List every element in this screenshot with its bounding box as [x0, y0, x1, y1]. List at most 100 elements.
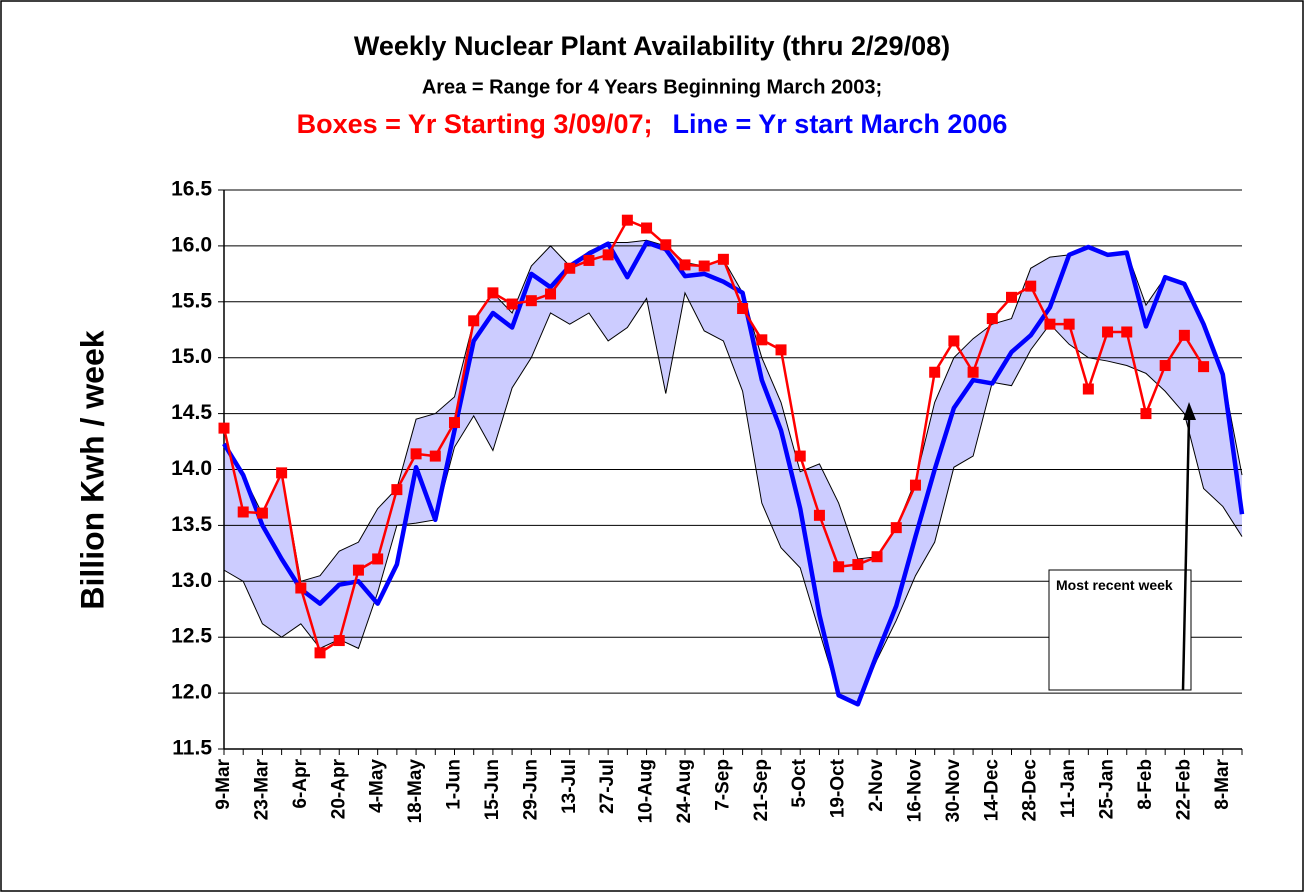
marker — [1140, 408, 1152, 420]
marker — [1082, 383, 1094, 395]
marker — [583, 254, 595, 266]
x-tick-label: 20-Apr — [328, 758, 349, 819]
marker — [468, 315, 480, 327]
marker — [967, 366, 979, 378]
x-tick-label: 24-Aug — [674, 759, 695, 823]
marker — [1063, 318, 1075, 330]
marker — [1102, 326, 1114, 338]
x-tick-label: 8-Mar — [1212, 758, 1233, 809]
marker — [256, 507, 268, 519]
x-tick-label: 9-Mar — [213, 758, 234, 809]
x-tick-label: 29-Jun — [520, 759, 541, 820]
marker — [545, 288, 557, 300]
x-tick-label: 2-Nov — [866, 759, 887, 812]
marker — [852, 559, 864, 571]
x-tick-label: 15-Jun — [482, 759, 503, 820]
x-tick-label: 18-May — [405, 759, 426, 824]
x-tick-label: 25-Jan — [1097, 759, 1118, 819]
marker — [487, 287, 499, 299]
annotation-holder: Most recent week — [1056, 577, 1173, 593]
marker — [1198, 361, 1210, 373]
range-area — [224, 240, 1242, 705]
x-tick-label: 8-Feb — [1135, 759, 1156, 810]
x-tick-label: 30-Nov — [943, 759, 964, 823]
chart-title: Weekly Nuclear Plant Availability (thru … — [354, 31, 950, 61]
x-tick-label: 22-Feb — [1173, 759, 1194, 820]
x-tick-label: 7-Sep — [712, 759, 733, 811]
marker — [871, 551, 883, 563]
marker — [813, 509, 825, 521]
plot-area: 11.5 12.0 12.5 13.0 13.5 14.0 14.5 15.0 15.5 16.0… — [171, 178, 1245, 824]
y-tick-label: 12.5 — [171, 625, 212, 648]
marker — [237, 506, 249, 518]
marker — [660, 239, 672, 251]
marker — [948, 335, 960, 347]
marker — [218, 422, 230, 434]
marker — [986, 313, 998, 325]
annotation-arrow — [1181, 417, 1191, 691]
chart-subtitle: Area = Range for 4 Years Beginning March… — [422, 76, 882, 98]
x-tick-label: 5-Oct — [789, 758, 810, 807]
marker — [333, 635, 345, 647]
marker — [525, 295, 537, 307]
series-line — [222, 218, 1205, 655]
marker — [564, 262, 576, 274]
annotation: Most recent week — [1056, 577, 1173, 593]
marker — [372, 553, 384, 565]
marker — [410, 448, 422, 460]
marker — [1025, 280, 1037, 292]
marker — [890, 522, 902, 534]
y-tick-label: 11.5 — [172, 737, 212, 760]
marker — [448, 417, 460, 429]
y-tick-label: 16.5 — [171, 178, 212, 201]
marker — [1178, 329, 1190, 341]
y-tick-label: 14.5 — [171, 401, 212, 424]
y-tick-label: 16.0 — [171, 233, 212, 256]
x-tick-label: 19-Oct — [828, 758, 849, 818]
marker — [295, 582, 307, 594]
marker — [737, 303, 749, 315]
marker — [775, 344, 787, 356]
marker — [717, 253, 729, 265]
x-tick-label: 1-Jun — [444, 759, 465, 810]
marker — [506, 298, 518, 310]
range-low — [223, 291, 1243, 705]
marker — [276, 467, 288, 479]
marker — [1006, 291, 1018, 303]
y-tick-label: 13.0 — [171, 569, 212, 592]
x-tick-label: 16-Nov — [904, 759, 925, 823]
y-axis-label: Billion Kwh / week — [74, 330, 110, 609]
marker — [833, 561, 845, 573]
x-tick-label: 28-Dec — [1020, 759, 1041, 822]
marker — [1044, 318, 1056, 330]
marker — [641, 222, 653, 234]
annotation-box — [1048, 569, 1192, 691]
marker — [352, 564, 364, 576]
marker — [602, 249, 614, 261]
marker — [909, 479, 921, 491]
y-tick-label: 15.5 — [171, 289, 212, 312]
marker — [1159, 360, 1171, 372]
marker — [698, 260, 710, 272]
y-tick-label: 15.0 — [171, 345, 212, 368]
marker — [794, 450, 806, 462]
marker — [929, 366, 941, 378]
x-tick-label: 21-Sep — [751, 759, 772, 821]
marker — [429, 450, 441, 462]
subtitle-boxes: Boxes = Yr Starting 3/09/07; — [297, 109, 653, 139]
subtitle-line: Line = Yr start March 2006 — [673, 109, 1008, 139]
marker — [679, 259, 691, 271]
x-tick-label: 10-Aug — [636, 759, 657, 823]
marker — [391, 484, 403, 496]
x-tick-label: 11-Jan — [1058, 759, 1079, 818]
marker — [1121, 326, 1133, 338]
x-tick-label: 6-Apr — [290, 758, 311, 808]
x-tick-label: 4-May — [367, 759, 388, 813]
x-tick-label: 13-Jul — [559, 759, 580, 814]
marker — [621, 214, 633, 226]
y-tick-label: 12.0 — [171, 681, 212, 704]
x-tick-label: 14-Dec — [981, 759, 1002, 822]
chart-subtitle-2: Boxes = Yr Starting 3/09/07; Line = Yr st… — [297, 109, 1008, 139]
